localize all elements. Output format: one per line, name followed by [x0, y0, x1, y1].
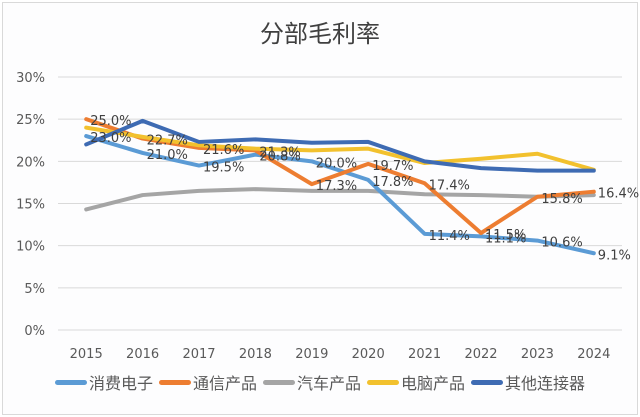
y-tick-label: 30% [16, 71, 45, 86]
x-tick-label: 2019 [295, 347, 328, 362]
data-label: 11.5% [485, 228, 526, 243]
legend-item: 其他连接器 [471, 370, 585, 394]
legend-item: 通信产品 [158, 370, 257, 394]
data-label: 17.3% [316, 179, 357, 194]
legend-label: 消费电子 [88, 374, 153, 393]
x-tick-label: 2020 [352, 347, 385, 362]
y-tick-label: 10% [16, 240, 45, 255]
series-line-3 [84, 125, 596, 172]
data-label: 9.1% [598, 248, 631, 263]
data-label: 11.1% [485, 231, 526, 246]
y-tick-label: 25% [16, 113, 45, 128]
series-line-4 [84, 118, 596, 173]
x-tick-label: 2018 [239, 347, 272, 362]
series-line-2 [84, 187, 596, 212]
data-label: 23.0% [90, 131, 131, 146]
legend-swatch [158, 379, 191, 385]
legend-label: 电脑产品 [401, 374, 466, 393]
y-tick-label: 20% [16, 155, 45, 170]
legend-item: 汽车产品 [262, 370, 361, 394]
data-label: 11.4% [429, 229, 470, 244]
x-tick-label: 2016 [126, 347, 159, 362]
data-label: 10.6% [541, 236, 582, 251]
data-label: 21.3% [259, 145, 300, 160]
data-label: 21.6% [203, 143, 244, 158]
legend-swatch [54, 379, 87, 385]
x-tick-label: 2021 [408, 347, 441, 362]
data-label: 16.4% [598, 187, 639, 202]
data-label: 19.5% [203, 161, 244, 176]
legend-swatch [471, 379, 504, 385]
legend-label: 通信产品 [192, 374, 257, 393]
series-line-1 [84, 117, 596, 236]
data-label: 17.4% [429, 178, 470, 193]
legend-item: 电脑产品 [367, 370, 465, 394]
legend-label: 其他连接器 [505, 374, 586, 393]
data-label: 22.7% [147, 134, 188, 149]
data-label: 17.8% [372, 175, 413, 190]
legend-label: 汽车产品 [296, 374, 361, 393]
x-tick-label: 2017 [182, 347, 215, 362]
legend: 消费电子 通信产品 汽车产品 电脑产品 其他连接器 [0, 370, 640, 394]
data-label: 20.0% [316, 156, 357, 171]
legend-item: 消费电子 [54, 370, 153, 394]
x-tick-label: 2015 [70, 347, 103, 362]
data-label: 19.7% [372, 159, 413, 174]
data-label: 21.0% [147, 148, 188, 163]
data-label: 25.0% [90, 114, 131, 129]
legend-swatch [262, 379, 295, 385]
legend-swatch [367, 379, 399, 385]
data-label: 20.8% [259, 150, 300, 165]
x-tick-label: 2022 [464, 347, 497, 362]
y-tick-label: 5% [24, 282, 45, 297]
x-tick-label: 2024 [577, 347, 610, 362]
data-label: 15.8% [541, 192, 582, 207]
x-tick-label: 2023 [521, 347, 554, 362]
series-line-0 [84, 134, 596, 256]
y-tick-label: 15% [16, 198, 45, 213]
chart-title: 分部毛利率 [260, 20, 380, 48]
y-tick-label: 0% [24, 324, 45, 339]
